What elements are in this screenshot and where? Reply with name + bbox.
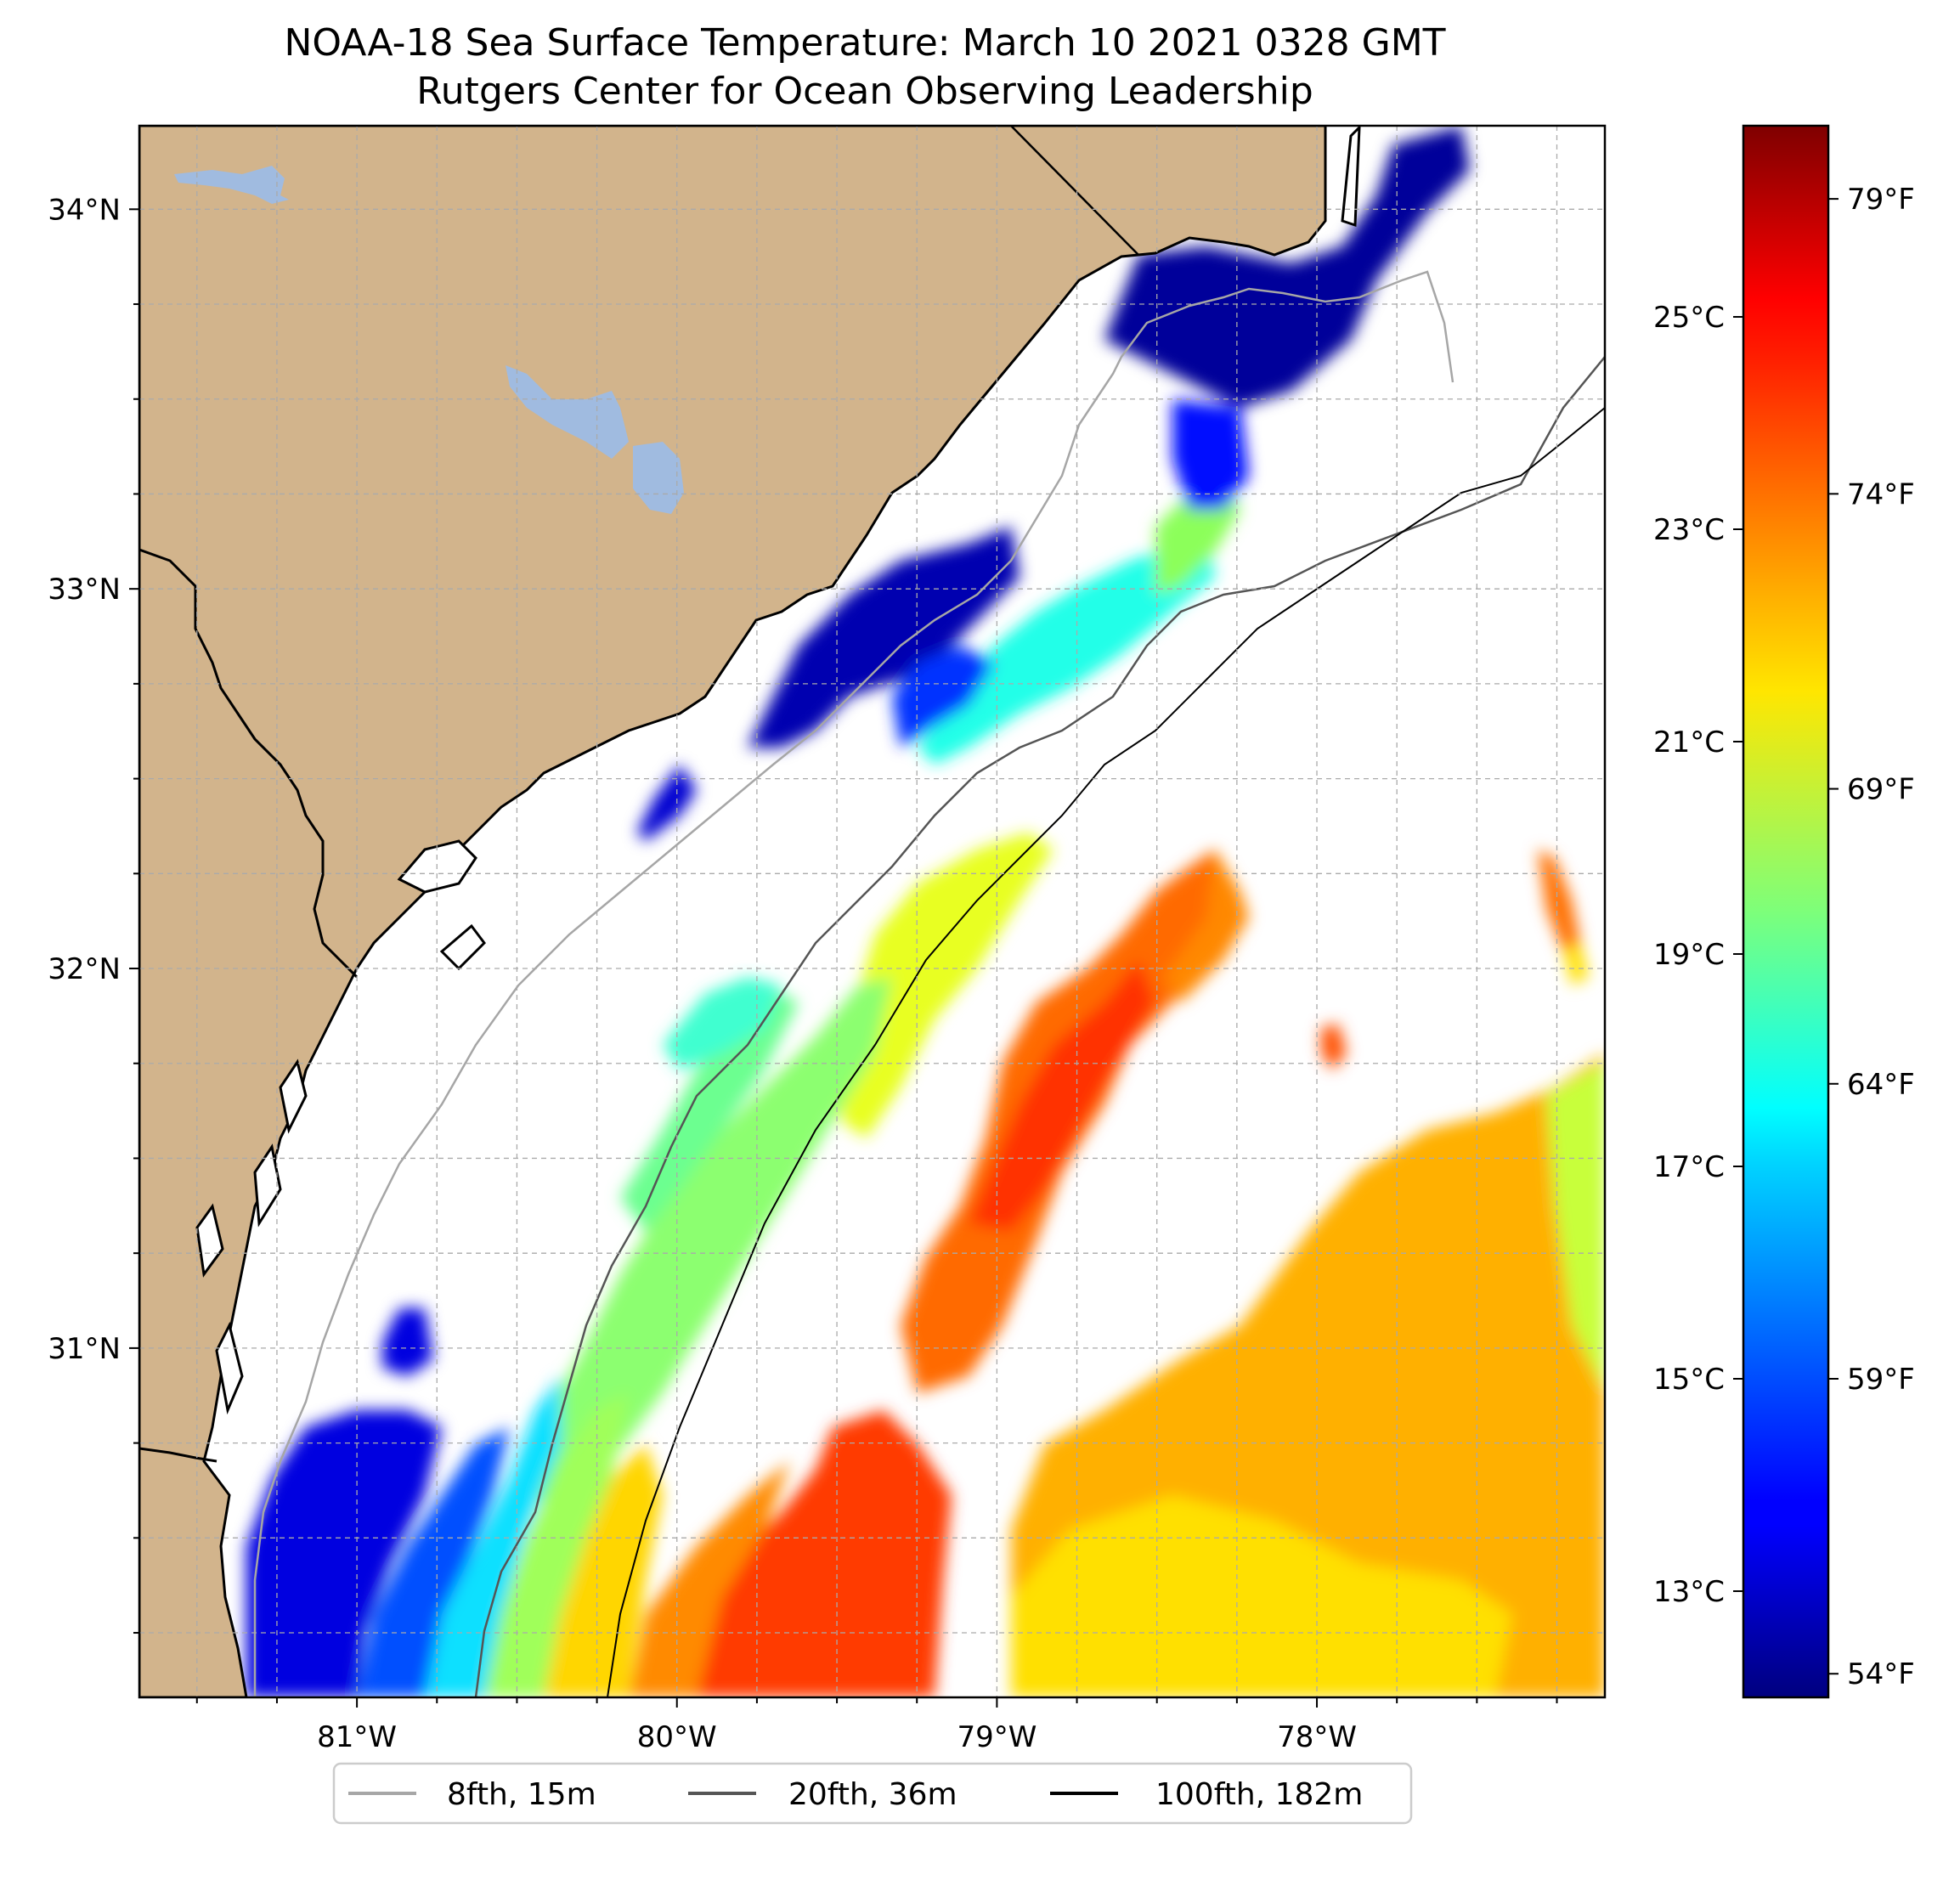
lat-tick-label: 34°N: [48, 193, 121, 227]
isobath-legend: 8fth, 15m 20fth, 36m 100fth, 182m: [332, 1762, 1413, 1825]
lat-tick-label: 31°N: [48, 1332, 121, 1366]
sst-patch-east-green: [1546, 1062, 1605, 1393]
colorbar-celsius-label: 23°C: [1653, 513, 1725, 547]
colorbar-celsius-label: 17°C: [1653, 1150, 1725, 1184]
colorbar-ramp: [1743, 126, 1828, 1697]
map-panel: 81°W 80°W 79°W 78°W 34°N 33°N 32°N 31°N: [48, 124, 1607, 1754]
sst-patch-shelf-green: [620, 985, 799, 1232]
sst-patch-midshelf-green: [527, 977, 892, 1521]
state-border: [1010, 126, 1139, 256]
colorbar-frame: [1742, 124, 1830, 1699]
sound-inlet-6: [195, 1203, 224, 1278]
sst-patch-nearshore-blue2: [637, 765, 697, 841]
fl-ga-border: [139, 1447, 217, 1463]
sst-patch-southwest-deepblue: [246, 1410, 442, 1697]
sst-patch-east-red-fleck: [1321, 1024, 1347, 1070]
colorbar-celsius-label: 19°C: [1653, 938, 1725, 972]
colorbar-celsius-label: 21°C: [1653, 725, 1725, 759]
isobath-100fth: [607, 407, 1605, 1697]
map-subtitle: Rutgers Center for Ocean Observing Leade…: [416, 70, 1313, 113]
lon-tick-label: 81°W: [317, 1720, 397, 1754]
lake-moultrie: [633, 442, 684, 514]
colorbar-celsius-label: 25°C: [1653, 301, 1725, 335]
sound-inlet-2: [439, 923, 486, 971]
map-title: NOAA-18 Sea Surface Temperature: March 1…: [284, 21, 1445, 65]
ga-sc-border: [139, 548, 359, 979]
sst-patch-north-blue: [1172, 399, 1249, 510]
lake-marion: [506, 365, 629, 459]
legend-label-100fth: 100fth, 182m: [1155, 1777, 1363, 1812]
longitude-ticks: 81°W 80°W 79°W 78°W: [195, 1697, 1558, 1754]
sound-inlet-5: [215, 1321, 244, 1415]
sst-patch-east-orange-fleck: [1538, 850, 1580, 951]
latitude-ticks: 34°N 33°N 32°N 31°N: [48, 193, 139, 1634]
sst-patch-southwest-pocket-blue: [382, 1308, 433, 1376]
sst-patch-southeast-yellow: [1011, 1495, 1512, 1697]
sound-inlet-3: [279, 1059, 308, 1134]
gridlines: [139, 126, 1605, 1697]
colorbar-fahrenheit-label: 79°F: [1847, 183, 1915, 217]
sst-patch-southwest-blue: [357, 1427, 510, 1697]
sst-patch-nearshore-deepblue: [748, 527, 1020, 748]
colorbar-celsius-label: 15°C: [1653, 1363, 1725, 1397]
colorbar-fahrenheit-ticks: 79°F 74°F 69°F 64°F 59°F 54°F: [1828, 183, 1915, 1691]
colorbar-fahrenheit-label: 59°F: [1847, 1363, 1915, 1397]
sst-patch-east-yellow-fleck: [1563, 943, 1589, 985]
legend-label-20fth: 20fth, 36m: [788, 1777, 957, 1812]
colorbar-fahrenheit-label: 64°F: [1847, 1068, 1915, 1102]
sst-field: [246, 126, 1605, 1697]
isobath-8fth: [253, 270, 1454, 1697]
sound-inlet-7: [1341, 126, 1361, 228]
colorbar-celsius-ticks: 25°C 23°C 21°C 19°C 17°C 15°C 13°C: [1653, 301, 1743, 1609]
lon-tick-label: 79°W: [957, 1720, 1036, 1754]
sst-patch-southwest-green: [484, 1393, 629, 1697]
isobath-layer: [253, 270, 1605, 1697]
lat-tick-label: 33°N: [48, 573, 121, 607]
colorbar: 25°C 23°C 21°C 19°C 17°C 15°C 13°C 79°F 74°F 69°…: [1653, 124, 1915, 1699]
sst-patch-southwest-cyan: [425, 1376, 561, 1697]
sst-patch-north-deepblue: [1104, 126, 1470, 408]
sst-patch-south-orange: [629, 1461, 790, 1697]
sst-patch-south-red: [680, 1410, 952, 1697]
sst-patch-southwest-yellow: [544, 1444, 663, 1697]
lon-tick-label: 80°W: [637, 1720, 717, 1754]
colorbar-fahrenheit-label: 74°F: [1847, 477, 1915, 511]
sst-patch-shelf-cyan: [663, 977, 782, 1070]
sst-patch-central-red: [969, 960, 1155, 1232]
lat-tick-label: 32°N: [48, 952, 121, 986]
colorbar-fahrenheit-label: 69°F: [1847, 773, 1915, 807]
land-layer: [139, 126, 1361, 1697]
map-frame: [138, 124, 1607, 1699]
lon-tick-label: 78°W: [1277, 1720, 1357, 1754]
sst-patch-north-cyan: [918, 527, 1215, 765]
legend-frame: [332, 1762, 1413, 1825]
isobath-20fth: [474, 356, 1605, 1697]
sst-patch-nearshore-blue: [892, 646, 994, 748]
sst-patch-northeast-orange: [1164, 850, 1249, 1002]
colorbar-celsius-label: 13°C: [1653, 1575, 1725, 1609]
sst-patch-midshelf-yellow: [841, 833, 1053, 1138]
legend-label-8fth: 8fth, 15m: [447, 1777, 596, 1812]
sound-inlet-4: [253, 1143, 282, 1228]
sound-inlet: [397, 839, 477, 894]
lake-north: [174, 166, 289, 204]
colorbar-fahrenheit-label: 54°F: [1847, 1657, 1915, 1691]
